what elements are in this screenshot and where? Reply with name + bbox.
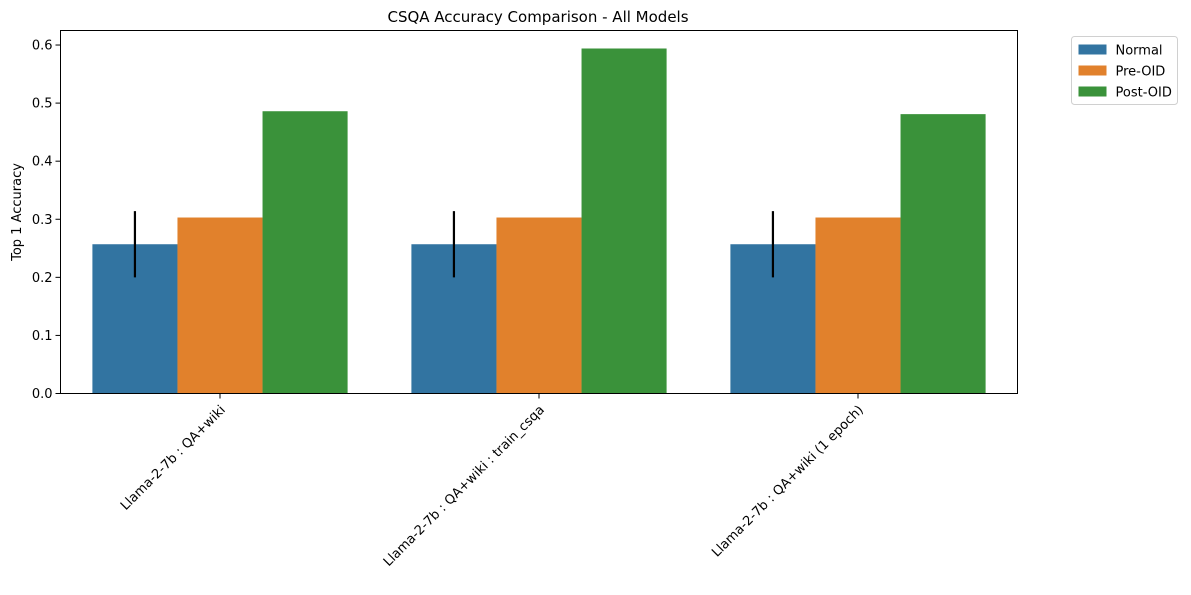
x-tick-label: Llama-2-7b : QA+wiki : train_csqa — [381, 403, 548, 570]
y-tick-label: 0.4 — [32, 155, 53, 170]
x-tick-label: Llama-2-7b : QA+wiki (1 epoch) — [709, 403, 867, 561]
bar-pre-oid-0 — [177, 217, 263, 394]
legend-label: Pre-OID — [1116, 65, 1166, 80]
legend-swatch — [1078, 86, 1107, 97]
bars-layer — [92, 48, 986, 394]
y-tick-label: 0.2 — [32, 271, 53, 286]
bar-post-oid-1 — [581, 48, 667, 394]
y-tick-label: 0.6 — [32, 39, 53, 54]
y-tick-label: 0.5 — [32, 97, 53, 112]
legend-swatch — [1078, 44, 1107, 55]
bar-post-oid-2 — [900, 114, 986, 394]
chart-title: CSQA Accuracy Comparison - All Models — [387, 8, 688, 26]
bar-pre-oid-1 — [496, 217, 582, 394]
error-bars-layer — [133, 211, 775, 278]
legend-swatch — [1078, 65, 1107, 76]
bar-pre-oid-2 — [815, 217, 901, 394]
y-axis: 0.0 0.1 0.2 0.3 0.4 0.5 0.6 — [32, 39, 61, 402]
x-axis: Llama-2-7b : QA+wiki Llama-2-7b : QA+wiki… — [118, 393, 867, 570]
legend-label: Normal — [1116, 44, 1163, 59]
x-tick-label: Llama-2-7b : QA+wiki — [118, 403, 229, 514]
legend-label: Post-OID — [1116, 86, 1172, 101]
y-tick-label: 0.0 — [32, 387, 53, 402]
y-axis-label: Top 1 Accuracy — [10, 163, 25, 262]
legend: Normal Pre-OID Post-OID — [1071, 36, 1178, 105]
bar-post-oid-0 — [262, 111, 348, 394]
y-tick-label: 0.1 — [32, 329, 53, 344]
y-tick-label: 0.3 — [32, 213, 53, 228]
